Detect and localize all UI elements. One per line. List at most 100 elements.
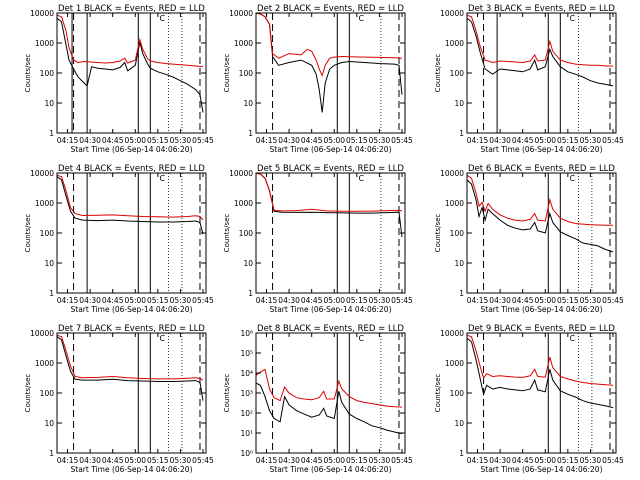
x-tick-label: 04:30: [489, 296, 511, 305]
y-tick-label: 10: [44, 419, 54, 428]
chart-title: Det 5 BLACK = Events, RED = LLD: [257, 164, 404, 174]
y-tick-label: 1: [49, 129, 54, 138]
y-axis-label: Counts/sec: [223, 214, 231, 253]
y-tick-label: 1: [459, 449, 464, 458]
y-tick-label: 100: [239, 69, 254, 78]
y-tick-label: 1000: [445, 199, 464, 208]
x-tick-label: 05:15: [147, 456, 169, 465]
series-lld-line: [255, 172, 403, 212]
series-events-line: [255, 172, 403, 238]
y-tick-label: 10000: [229, 9, 253, 18]
y-axis-label: Counts/sec: [223, 54, 231, 93]
chart-title: Det 3 BLACK = Events, RED = LLD: [468, 4, 615, 14]
y-tick-label: 10⁰: [240, 449, 253, 458]
x-tick-label: 04:45: [512, 136, 534, 145]
x-tick-label: 04:15: [467, 456, 489, 465]
x-axis-label: Start Time (06-Sep-14 04:06:20): [270, 145, 392, 154]
y-axis-label: Counts/sec: [24, 214, 32, 253]
series-events-line: [56, 176, 204, 235]
x-axis-label: Start Time (06-Sep-14 04:06:20): [481, 145, 603, 154]
series-lld-line: [255, 12, 403, 77]
x-tick-label: 04:45: [512, 456, 534, 465]
x-tick-label: 05:00: [323, 136, 345, 145]
y-tick-label: 1: [49, 449, 54, 458]
plot-frame: [56, 332, 207, 454]
x-tick-label: 05:00: [323, 296, 345, 305]
y-tick-label: 100: [40, 69, 55, 78]
x-tick-label: 04:45: [102, 456, 124, 465]
y-tick-label: 10000: [440, 329, 464, 338]
y-tick-label: 10000: [229, 169, 253, 178]
x-tick-label: 04:15: [256, 296, 278, 305]
y-tick-label: 10: [454, 259, 464, 268]
x-tick-label: 05:45: [602, 456, 624, 465]
x-tick-label: 05:15: [557, 296, 579, 305]
y-tick-label: 10: [454, 419, 464, 428]
x-tick-label: 05:30: [170, 456, 192, 465]
y-tick-label: 10000: [30, 9, 54, 18]
y-tick-label: 1: [459, 129, 464, 138]
marker-flag-label: C: [570, 14, 576, 23]
x-tick-label: 04:45: [512, 296, 534, 305]
y-tick-label: 100: [40, 229, 55, 238]
series-events-line: [255, 382, 403, 435]
x-tick-label: 05:00: [124, 136, 146, 145]
y-axis-label: Counts/sec: [24, 374, 32, 413]
marker-flag-label: C: [359, 174, 365, 183]
x-tick-label: 04:45: [301, 136, 323, 145]
x-tick-label: 05:30: [580, 456, 602, 465]
series-lld-line: [56, 174, 204, 221]
plot-frame: [255, 12, 406, 134]
x-tick-label: 04:15: [467, 296, 489, 305]
x-tick-label: 05:15: [147, 296, 169, 305]
y-axis-label: Counts/sec: [434, 214, 442, 253]
x-tick-label: 05:00: [534, 456, 556, 465]
x-tick-label: 04:45: [301, 456, 323, 465]
plot-frame: [56, 12, 207, 134]
y-tick-label: 10000: [440, 169, 464, 178]
series-events-line: [56, 336, 204, 401]
y-tick-label: 100: [450, 389, 465, 398]
x-tick-label: 05:45: [391, 296, 413, 305]
x-tick-label: 04:30: [489, 456, 511, 465]
x-tick-label: 04:30: [278, 136, 300, 145]
x-tick-label: 05:15: [346, 136, 368, 145]
x-tick-label: 05:00: [323, 456, 345, 465]
y-tick-label: 10¹: [240, 429, 253, 438]
marker-flag-label: C: [570, 174, 576, 183]
x-tick-label: 04:15: [256, 136, 278, 145]
series-lld-line: [466, 14, 613, 67]
series-lld-line: [56, 334, 204, 381]
x-tick-label: 05:45: [391, 456, 413, 465]
y-tick-label: 1000: [35, 199, 54, 208]
marker-flag-label: C: [160, 14, 166, 23]
x-tick-label: 05:15: [346, 456, 368, 465]
y-tick-label: 1000: [35, 39, 54, 48]
x-tick-label: 05:00: [124, 456, 146, 465]
y-tick-label: 1000: [234, 199, 253, 208]
x-tick-label: 05:00: [124, 296, 146, 305]
x-tick-label: 05:15: [557, 136, 579, 145]
y-tick-label: 100: [450, 229, 465, 238]
y-tick-label: 10: [243, 99, 253, 108]
x-tick-label: 04:15: [57, 296, 79, 305]
x-tick-label: 04:30: [278, 456, 300, 465]
series-lld-line: [466, 334, 614, 386]
y-tick-label: 10⁵: [240, 349, 253, 358]
y-tick-label: 1000: [35, 359, 54, 368]
y-tick-label: 10: [44, 99, 54, 108]
y-tick-label: 1: [248, 129, 253, 138]
y-tick-label: 100: [40, 389, 55, 398]
x-tick-label: 04:45: [102, 136, 124, 145]
x-axis-label: Start Time (06-Sep-14 04:06:20): [481, 465, 603, 474]
marker-flag-label: C: [359, 14, 365, 23]
x-tick-label: 05:15: [557, 456, 579, 465]
series-events-line: [56, 17, 204, 113]
y-axis-label: Counts/sec: [24, 54, 32, 93]
